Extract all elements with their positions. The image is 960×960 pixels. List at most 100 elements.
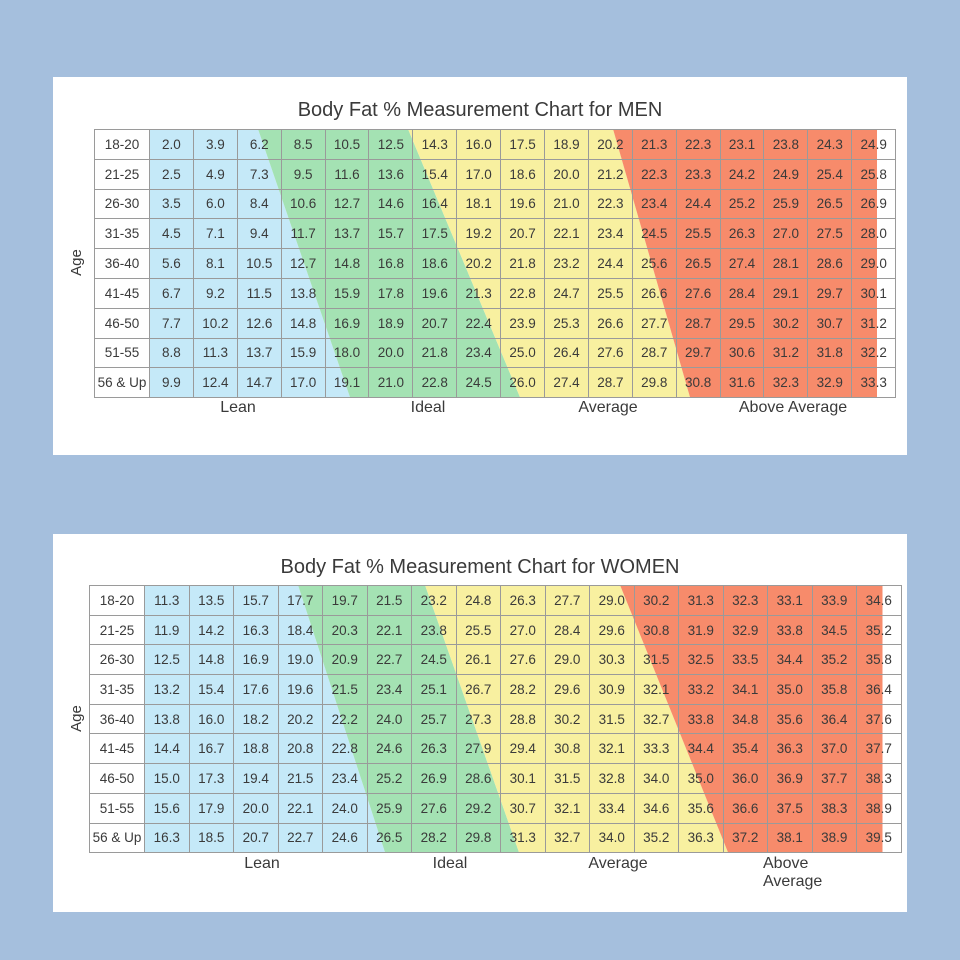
body-fat-value-cell: 9.4 [236,218,282,250]
body-fat-value-cell: 28.4 [544,614,590,646]
body-fat-value-cell: 30.2 [633,585,679,616]
body-fat-value-cell: 25.0 [500,337,546,369]
table-row: 41-45 6.7 9.2 11.5 13.8 15.9 17.8 19.6 21.3 22.8 2… [94,277,897,309]
body-fat-value-cell: 19.1 [324,367,370,399]
body-fat-value-cell: 27.6 [587,337,633,369]
age-range-label: 36-40 [94,248,150,279]
body-fat-value-cell: 33.8 [678,703,724,735]
age-range-label: 46-50 [94,307,150,339]
age-range-label: 36-40 [89,703,145,735]
body-fat-value-cell: 37.0 [811,733,857,765]
body-fat-value-cell: 28.2 [411,822,457,854]
body-fat-value-cell: 29.7 [807,277,853,309]
body-fat-value-cell: 14.2 [188,614,234,646]
age-range-label: 26-30 [94,188,150,220]
body-fat-value-cell: 33.9 [811,585,857,616]
body-fat-value-cell: 17.9 [188,792,234,824]
age-range-label: 31-35 [89,674,145,705]
men-chart-title: Body Fat % Measurement Chart for MEN [297,99,663,121]
body-fat-value-cell: 20.0 [368,337,414,369]
body-fat-value-cell: 20.7 [233,822,279,854]
body-fat-value-cell: 2.0 [149,129,194,160]
body-fat-value-cell: 21.2 [587,158,633,190]
age-range-label: 51-55 [94,337,150,369]
body-fat-value-cell: 19.7 [322,585,368,616]
body-fat-value-cell: 12.7 [324,188,370,220]
men-chart-panel: Body Fat % Measurement Chart for MEN 18-… [53,77,907,455]
body-fat-value-cell: 23.8 [763,129,809,160]
body-fat-value-cell: 39.5 [856,822,902,854]
body-fat-value-cell: 28.4 [719,277,765,309]
body-fat-value-cell: 22.8 [412,367,458,399]
body-fat-value-cell: 11.5 [236,277,282,309]
men-zone-label-average: Average [578,399,638,416]
body-fat-value-cell: 35.6 [767,703,813,735]
body-fat-value-cell: 23.4 [631,188,677,220]
body-fat-value-cell: 35.2 [856,614,902,646]
body-fat-value-cell: 25.2 [719,188,765,220]
table-row: 56 & Up 16.3 18.5 20.7 22.7 24.6 26.5 28.2 29.8 3… [89,822,902,854]
body-fat-value-cell: 20.7 [412,307,458,339]
body-fat-value-cell: 35.8 [811,674,857,705]
body-fat-value-cell: 22.3 [631,158,677,190]
body-fat-value-cell: 15.4 [412,158,458,190]
body-fat-value-cell: 9.5 [280,158,326,190]
body-fat-value-cell: 22.7 [366,644,412,676]
body-fat-value-cell: 10.5 [324,129,370,160]
body-fat-value-cell: 22.8 [500,277,546,309]
body-fat-value-cell: 4.5 [149,218,194,250]
body-fat-value-cell: 18.6 [412,248,458,279]
body-fat-value-cell: 28.7 [631,337,677,369]
body-fat-value-cell: 24.9 [763,158,809,190]
body-fat-value-cell: 27.6 [500,644,546,676]
body-fat-value-cell: 28.2 [500,674,546,705]
body-fat-value-cell: 24.2 [719,158,765,190]
body-fat-value-cell: 35.8 [856,644,902,676]
body-fat-value-cell: 30.1 [500,763,546,794]
body-fat-value-cell: 18.4 [277,614,323,646]
body-fat-value-cell: 33.3 [633,733,679,765]
age-range-label: 41-45 [94,277,150,309]
body-fat-value-cell: 19.6 [500,188,546,220]
body-fat-value-cell: 26.9 [411,763,457,794]
body-fat-value-cell: 35.2 [811,644,857,676]
body-fat-value-cell: 23.2 [544,248,589,279]
age-range-label: 56 & Up [89,822,145,854]
men-zone-label-ideal: Ideal [410,399,446,416]
body-fat-value-cell: 27.5 [807,218,853,250]
body-fat-value-cell: 21.8 [500,248,546,279]
body-fat-value-cell: 35.0 [767,674,813,705]
table-row: 26-30 3.5 6.0 8.4 10.6 12.7 14.6 16.4 18.1 19.6 21… [94,188,897,220]
body-fat-value-cell: 11.9 [144,614,190,646]
body-fat-value-cell: 36.3 [767,733,813,765]
body-fat-value-cell: 38.9 [856,792,902,824]
body-fat-value-cell: 30.2 [763,307,809,339]
body-fat-value-cell: 20.2 [587,129,633,160]
body-fat-value-cell: 20.0 [233,792,279,824]
age-range-label: 18-20 [94,129,150,160]
body-fat-value-cell: 26.1 [455,644,501,676]
body-fat-value-cell: 24.5 [631,218,677,250]
body-fat-value-cell: 35.6 [678,792,724,824]
body-fat-value-cell: 12.5 [144,644,190,676]
body-fat-value-cell: 20.8 [277,733,323,765]
body-fat-value-cell: 32.1 [544,792,590,824]
body-fat-value-cell: 24.3 [807,129,853,160]
body-fat-value-cell: 36.4 [811,703,857,735]
body-fat-value-cell: 30.3 [589,644,635,676]
body-fat-value-cell: 32.2 [851,337,897,369]
body-fat-value-cell: 37.5 [767,792,813,824]
men-body-fat-table: 18-20 2.0 3.9 6.2 8.5 10.5 12.5 14.3 16.0 17.5 18.… [94,129,897,399]
body-fat-value-cell: 27.0 [763,218,809,250]
body-fat-value-cell: 19.0 [277,644,323,676]
body-fat-value-cell: 30.7 [500,792,546,824]
body-fat-value-cell: 19.4 [233,763,279,794]
body-fat-value-cell: 22.7 [277,822,323,854]
body-fat-value-cell: 15.7 [233,585,279,616]
body-fat-value-cell: 30.6 [719,337,765,369]
body-fat-value-cell: 21.3 [631,129,677,160]
body-fat-value-cell: 21.3 [456,277,502,309]
age-range-label: 18-20 [89,585,145,616]
body-fat-value-cell: 16.3 [233,614,279,646]
body-fat-value-cell: 7.7 [149,307,194,339]
